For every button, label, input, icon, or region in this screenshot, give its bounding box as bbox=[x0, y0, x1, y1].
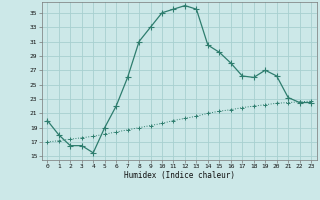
X-axis label: Humidex (Indice chaleur): Humidex (Indice chaleur) bbox=[124, 171, 235, 180]
